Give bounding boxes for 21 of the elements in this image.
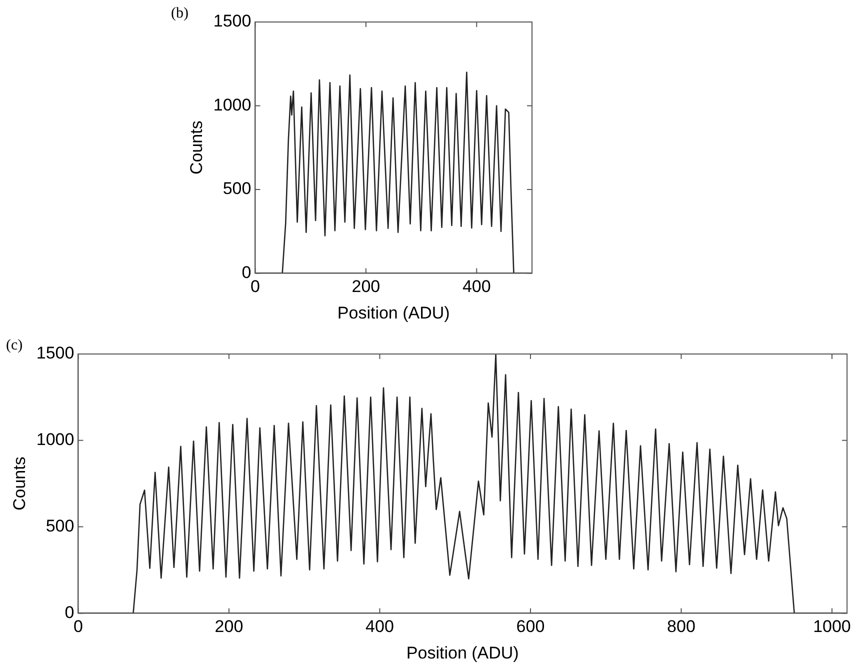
y-axis-title: Counts (10, 456, 29, 511)
x-axis-title: Position (ADU) (337, 303, 450, 322)
x-tick-label: 200 (214, 617, 244, 636)
text: (c) (6, 337, 23, 354)
y-tick-label: 0 (242, 262, 252, 282)
x-tick-label: 400 (366, 617, 394, 636)
y-tick-label: 500 (46, 516, 74, 536)
y-tick-label: 1500 (36, 344, 74, 363)
y-tick-label: 500 (222, 179, 252, 198)
text: (b) (171, 5, 188, 22)
y-axis-title: Counts (186, 120, 206, 175)
y-tick-label: 0 (64, 602, 74, 622)
y-tick-label: 1000 (213, 95, 252, 114)
x-tick-label: 200 (352, 277, 380, 296)
x-tick-label: 1000 (813, 617, 851, 636)
x-tick-label: 800 (667, 617, 696, 636)
y-tick-label: 1500 (213, 12, 252, 31)
y-tick-label: 1000 (36, 430, 74, 450)
x-axis-title: Position (ADU) (406, 643, 519, 662)
x-tick-label: 600 (516, 617, 545, 636)
x-tick-label: 400 (462, 277, 491, 296)
